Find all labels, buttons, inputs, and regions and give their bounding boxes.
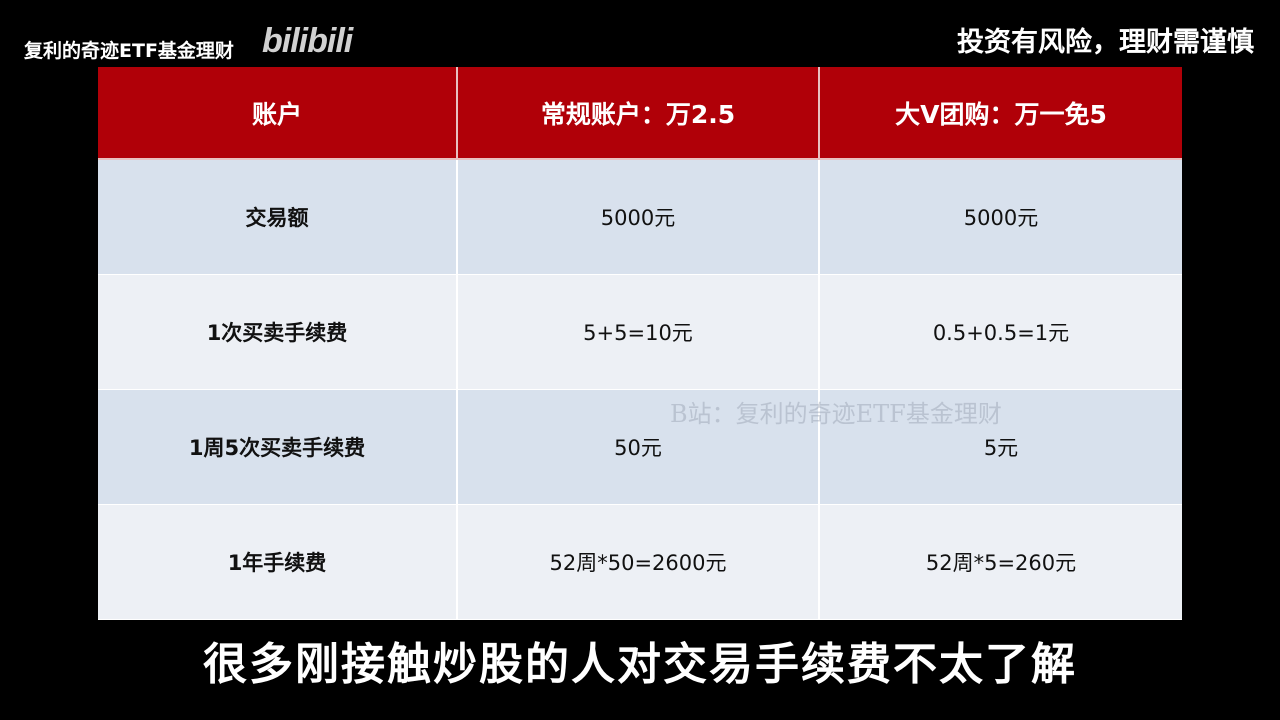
header-group: 大V团购：万一免5 [819,67,1182,160]
cell: 50元 [457,389,820,505]
table-row: 1周5次买卖手续费 50元 5元 [98,389,1182,505]
row-label: 交易额 [98,159,458,275]
header-regular: 常规账户：万2.5 [457,67,820,160]
risk-notice: 投资有风险，理财需谨慎 [957,27,1254,58]
table-row: 交易额 5000元 5000元 [98,159,1182,275]
cell: 5000元 [457,159,820,275]
cell: 52周*5=260元 [819,504,1182,620]
table-header-row: 账户 常规账户：万2.5 大V团购：万一免5 [98,67,1182,160]
table-row: 1年手续费 52周*50=2600元 52周*5=260元 [98,504,1182,620]
channel-name: 复利的奇迹ETF基金理财 [24,40,234,62]
cell: 5+5=10元 [457,274,820,390]
row-label: 1周5次买卖手续费 [98,389,458,505]
bilibili-logo: bilibili [262,22,353,60]
table-row: 1次买卖手续费 5+5=10元 0.5+0.5=1元 [98,274,1182,390]
cell: 5000元 [819,159,1182,275]
cell: 5元 [819,389,1182,505]
header-account: 账户 [98,67,458,160]
watermark: B站：复利的奇迹ETF基金理财 [670,400,1002,428]
cell: 52周*50=2600元 [457,504,820,620]
fee-comparison-table: 账户 常规账户：万2.5 大V团购：万一免5 交易额 5000元 5000元 1… [98,67,1182,620]
row-label: 1次买卖手续费 [98,274,458,390]
subtitle: 很多刚接触炒股的人对交易手续费不太了解 [203,639,1077,690]
cell: 0.5+0.5=1元 [819,274,1182,390]
row-label: 1年手续费 [98,504,458,620]
